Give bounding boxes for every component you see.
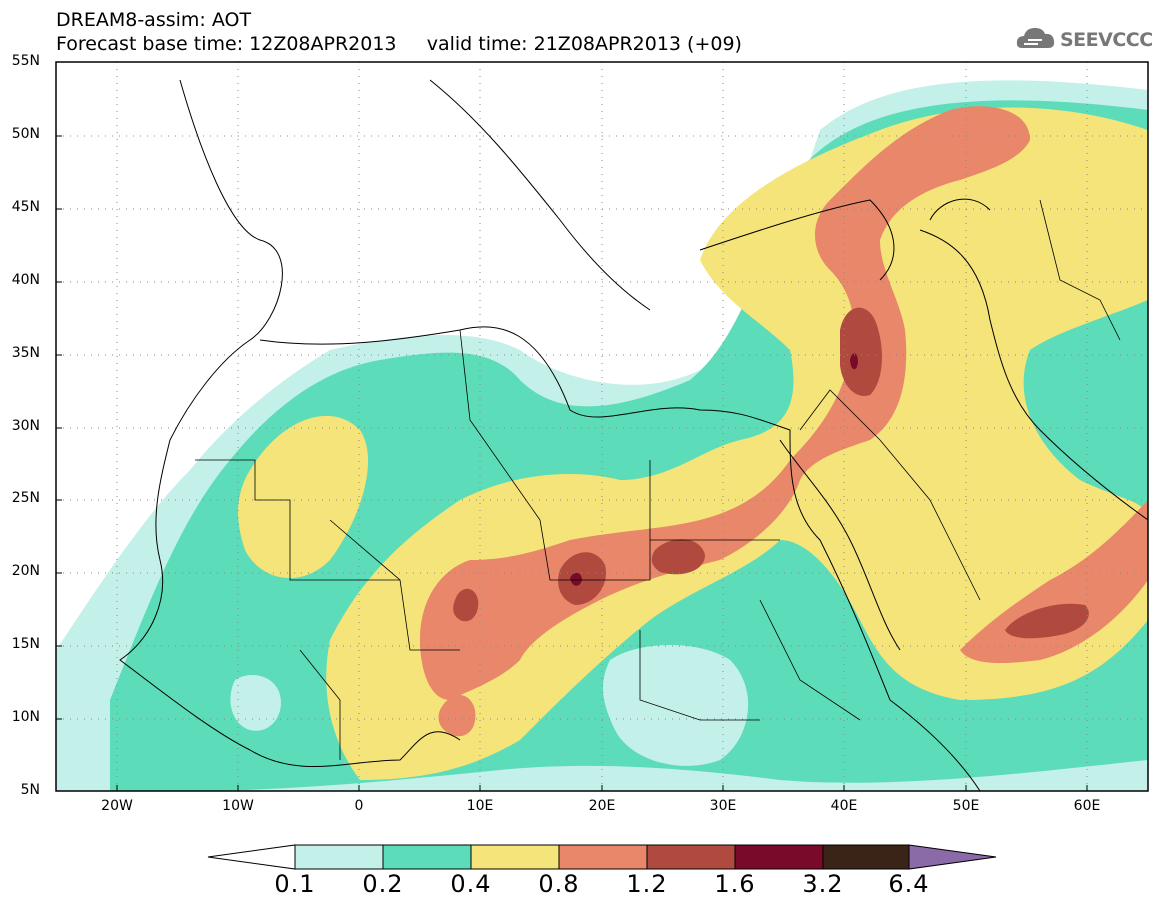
lat-label: 20N [11,563,40,579]
lon-label: 60E [1073,798,1101,814]
lon-label: 40E [830,798,858,814]
forecast-time-info: Forecast base time: 12Z08APR2013 valid t… [56,33,742,55]
lat-label: 15N [11,636,40,652]
lat-label: 25N [11,490,40,506]
logo-text: SEEVCCC [1060,29,1153,51]
legend-label: 0.4 [450,870,492,898]
lat-label: 35N [11,345,40,361]
aot-band-1.2-chad [558,552,606,605]
aot-band-1.2-niger [453,588,479,622]
aot-band-1.2-syria [840,307,882,396]
country-borders [195,199,1121,760]
map-title: DREAM8-assim: AOT [56,9,252,31]
lat-label: 50N [11,126,40,142]
lat-label: 40N [11,272,40,288]
aot-band-1.6-chad [570,572,582,586]
aot-clear-patch-wafrica [230,675,281,731]
map-gridlines [56,62,1148,791]
seevccc-logo: SEEVCCC [1016,24,1153,54]
lat-label: 45N [11,199,40,215]
lat-label: 55N [11,53,40,69]
aot-band-1.2-sudan [651,539,705,575]
lon-label: 20E [588,798,616,814]
legend-label: 3.2 [802,870,844,898]
coastlines [119,79,1148,791]
aot-band-1.2-arabia [1005,603,1089,639]
map-ticks [56,135,1088,791]
legend-label: 1.2 [626,870,668,898]
aot-band-1.6-syria [850,353,858,370]
lon-label: 20W [101,798,133,814]
lon-label: 30E [709,798,737,814]
legend-label: 1.6 [714,870,756,898]
lat-label: 30N [11,418,40,434]
aot-yellow-patch-sahara-w [238,415,369,579]
lon-label: 0 [354,798,364,814]
aot-clear-patch-redsea [603,645,749,766]
lat-label: 5N [20,782,40,798]
aot-field [56,80,1148,791]
lat-label: 10N [11,709,40,725]
legend-label: 6.4 [888,870,930,898]
lon-label: 50E [952,798,980,814]
legend-label: 0.8 [538,870,580,898]
lon-label: 10W [222,798,254,814]
legend-label: 0.1 [274,870,316,898]
aot-orange-patch-arabia [960,500,1148,663]
aot-orange-patch-nigeria [438,695,476,737]
legend-label: 0.2 [362,870,404,898]
lon-label: 10E [466,798,494,814]
cloud-icon [1016,28,1055,48]
aot-band-0.8 [420,106,1030,700]
